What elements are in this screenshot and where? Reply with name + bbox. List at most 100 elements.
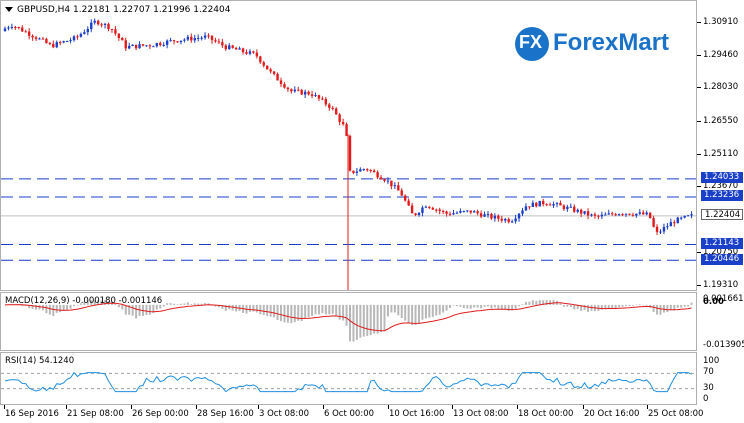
candle-body — [666, 226, 669, 228]
macd-bar — [183, 303, 186, 305]
candle-body — [545, 204, 548, 206]
candle-body — [573, 206, 576, 212]
macd-bar — [442, 304, 445, 313]
candle-body — [345, 124, 348, 136]
macd-bar — [214, 304, 217, 307]
macd-label: -0.013905 — [703, 340, 744, 350]
candle-body — [110, 29, 114, 31]
macd-bar — [90, 300, 93, 305]
candle-body — [93, 20, 96, 23]
macd-bar — [311, 304, 314, 317]
time-label: 13 Oct 08:00 — [453, 409, 509, 419]
candle-body — [372, 170, 376, 173]
price-label: 1.29460 — [703, 49, 739, 60]
candle-body — [366, 169, 369, 171]
candle-body — [497, 215, 500, 219]
macd-bar — [549, 300, 552, 305]
macd-bar — [276, 304, 279, 320]
macd-bar — [317, 304, 320, 315]
candles — [3, 18, 693, 290]
price-tick — [697, 120, 701, 122]
macd-bar — [431, 304, 434, 317]
candle-body — [62, 41, 65, 43]
time-tick — [517, 405, 518, 409]
macd-bar — [231, 304, 234, 311]
time-tick — [452, 405, 453, 409]
candle-body — [593, 214, 597, 216]
macd-bar — [21, 304, 24, 307]
price-tick — [697, 54, 701, 56]
macd-bar — [373, 304, 376, 334]
macd-bar — [280, 304, 282, 322]
candle-body — [414, 213, 417, 215]
macd-bar — [414, 304, 417, 325]
candle-body — [165, 40, 169, 45]
macd-bar — [176, 304, 179, 305]
candle-body — [676, 217, 679, 224]
macd-bar — [138, 304, 141, 316]
macd-bar — [645, 304, 648, 306]
candle-body — [186, 36, 190, 40]
macd-bar — [266, 304, 269, 317]
rsi-panel[interactable]: RSI(14) 54.1240 — [0, 352, 697, 405]
candle-body — [79, 34, 83, 37]
candle-body — [597, 215, 600, 217]
macd-bar — [331, 304, 334, 314]
candle-body — [473, 211, 476, 213]
macd-bar — [59, 304, 62, 313]
macd-bar — [135, 304, 138, 319]
candle-body — [162, 44, 165, 46]
macd-bar — [531, 300, 534, 305]
candle-body — [576, 209, 579, 212]
macd-bar — [24, 304, 27, 307]
chart-title: GBPUSD,H4 1.22181 1.22707 1.21996 1.2240… — [5, 5, 230, 15]
price-chart-panel[interactable]: GBPUSD,H4 1.22181 1.22707 1.21996 1.2240… — [0, 0, 697, 291]
rsi-label: 0 — [703, 394, 709, 404]
candle-body — [569, 206, 572, 208]
candle-body — [121, 38, 124, 41]
candle-body — [245, 52, 248, 54]
candle-body — [152, 46, 155, 48]
candle-body — [276, 73, 279, 81]
dropdown-arrow-icon[interactable] — [5, 7, 13, 12]
candle-body — [307, 91, 310, 95]
time-label: 21 Sep 08:00 — [67, 409, 124, 419]
macd-bar — [635, 304, 638, 306]
candle-body — [297, 89, 300, 91]
level-price-label: 1.23236 — [701, 190, 743, 202]
candle-body — [159, 43, 162, 46]
candle-body — [31, 35, 34, 38]
level-price-label: 1.21143 — [701, 237, 743, 249]
macd-bar — [497, 304, 500, 309]
macd-bar — [255, 304, 258, 313]
candle-body — [86, 29, 89, 33]
macd-bar — [380, 304, 383, 333]
macd-panel[interactable]: MACD(12,26,9) -0.000180 -0.001146 — [0, 292, 697, 351]
macd-bar — [186, 302, 189, 305]
macd-bar — [79, 303, 82, 305]
macd-bar — [687, 304, 690, 307]
macd-bar — [611, 304, 614, 309]
candle-body — [328, 104, 331, 108]
macd-bar — [480, 304, 483, 309]
candle-body — [214, 40, 217, 42]
candle-body — [228, 45, 231, 50]
candle-body — [14, 26, 17, 28]
candle-body — [224, 45, 227, 50]
candle-body — [448, 213, 452, 215]
candle-body — [27, 31, 31, 36]
candle-body — [145, 45, 148, 47]
candle-body — [200, 37, 203, 39]
macd-bar — [459, 304, 462, 307]
macd-bar — [462, 304, 465, 309]
macd-title: MACD(12,26,9) -0.000180 -0.001146 — [5, 296, 163, 306]
candle-body — [383, 179, 386, 181]
macd-bar — [397, 304, 400, 316]
macd-bar — [62, 304, 65, 311]
macd-bar — [587, 304, 590, 312]
candle-body — [138, 44, 141, 49]
time-label: 10 Oct 16:00 — [389, 409, 445, 419]
macd-bar — [652, 304, 655, 312]
time-tick — [583, 405, 584, 409]
macd-bar — [393, 304, 396, 313]
